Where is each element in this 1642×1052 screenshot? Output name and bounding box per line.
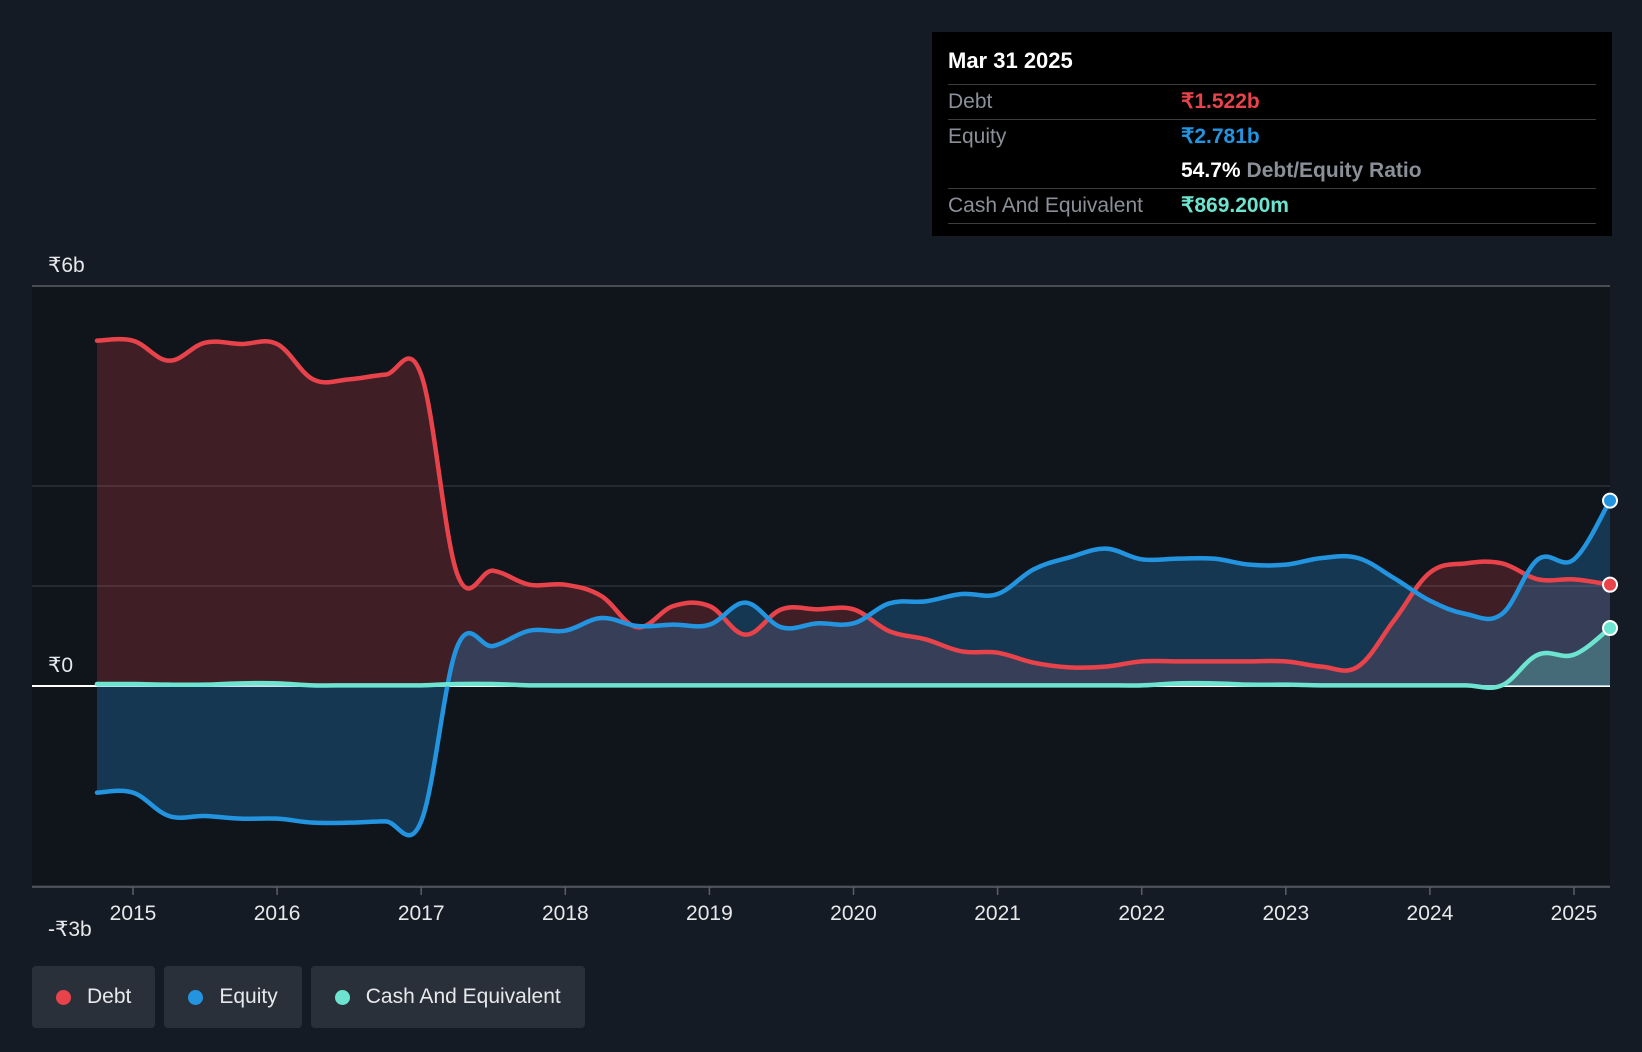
tooltip-date: Mar 31 2025 bbox=[948, 46, 1596, 85]
tooltip-cash-row: Cash And Equivalent ₹869.200m bbox=[948, 189, 1596, 224]
debt-dot-icon bbox=[56, 989, 71, 1005]
legend-item-equity[interactable]: Equity bbox=[164, 966, 302, 1028]
x-tick-label: 2025 bbox=[1551, 902, 1598, 925]
legend-item-cash[interactable]: Cash And Equivalent bbox=[310, 966, 585, 1028]
x-tick-label: 2022 bbox=[1118, 902, 1165, 925]
tooltip-debt-label: Debt bbox=[948, 90, 993, 113]
tooltip-panel: Mar 31 2025 Debt ₹1.522b Equity ₹2.781b … bbox=[932, 32, 1612, 236]
legend-item-debt[interactable]: Debt bbox=[32, 966, 156, 1028]
tooltip-debt-value: ₹1.522b bbox=[1181, 90, 1260, 113]
y-tick-label: ₹0 bbox=[48, 654, 73, 677]
x-tick-label: 2019 bbox=[686, 902, 733, 925]
tooltip-cash-label: Cash And Equivalent bbox=[948, 194, 1143, 217]
debt-line bbox=[94, 336, 1613, 673]
tooltip-equity-value: ₹2.781b bbox=[1181, 125, 1260, 148]
cash-line bbox=[94, 625, 1613, 691]
series-areas bbox=[96, 339, 1611, 836]
tooltip-debt-row: Debt ₹1.522b bbox=[948, 85, 1596, 120]
equity-dot-icon bbox=[188, 989, 204, 1005]
equity-end-marker bbox=[1602, 492, 1619, 509]
y-tick-label: -₹3b bbox=[48, 918, 92, 941]
x-tick-label: 2017 bbox=[398, 902, 445, 925]
cash-end-marker bbox=[1602, 620, 1619, 637]
axes: ₹6b ₹0 -₹3b 2015 2016 2017 2018 2019 2020 2021 202… bbox=[48, 254, 1597, 941]
series-lines bbox=[94, 336, 1613, 838]
x-tick-label: 2016 bbox=[254, 902, 301, 925]
tooltip-ratio-row: 54.7% Debt/Equity Ratio bbox=[948, 154, 1596, 189]
x-tick-label: 2023 bbox=[1262, 902, 1309, 925]
debt-end-marker bbox=[1602, 576, 1619, 593]
x-tick-label: 2020 bbox=[830, 902, 877, 925]
legend-debt-label: Debt bbox=[87, 985, 132, 1008]
tooltip-equity-row: Equity ₹2.781b bbox=[948, 120, 1596, 154]
y-tick-label: ₹6b bbox=[48, 254, 85, 277]
tooltip-cash-value: ₹869.200m bbox=[1181, 194, 1289, 217]
tooltip-ratio-value: 54.7% bbox=[1181, 159, 1241, 182]
tooltip-equity-label: Equity bbox=[948, 125, 1007, 148]
equity-line bbox=[94, 498, 1613, 838]
equity-area bbox=[96, 500, 1611, 836]
end-markers bbox=[1602, 492, 1619, 637]
legend-equity-label: Equity bbox=[219, 985, 278, 1008]
x-tick-label: 2021 bbox=[974, 902, 1021, 925]
cash-dot-icon bbox=[334, 989, 350, 1005]
x-tick-label: 2024 bbox=[1407, 902, 1454, 925]
debt-area bbox=[96, 339, 1611, 686]
x-tick-label: 2015 bbox=[110, 902, 157, 925]
legend: Debt Equity Cash And Equivalent bbox=[32, 966, 585, 1028]
x-tick-label: 2018 bbox=[542, 902, 589, 925]
legend-cash-label: Cash And Equivalent bbox=[365, 985, 561, 1008]
tooltip-ratio-label: Debt/Equity Ratio bbox=[1246, 159, 1422, 182]
